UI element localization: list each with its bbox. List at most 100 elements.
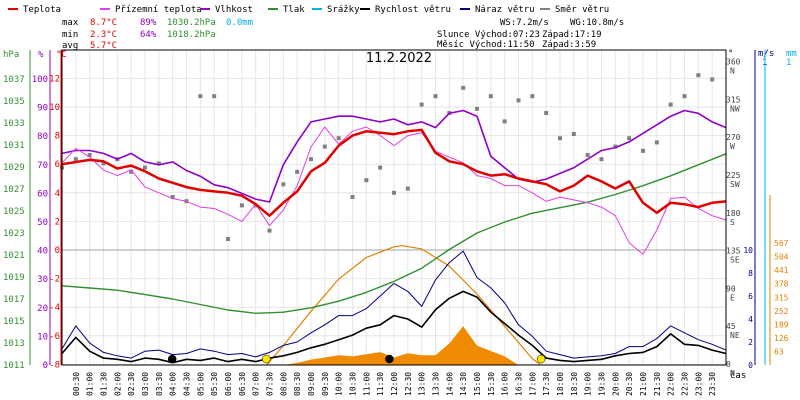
wind-tick-label: 0 bbox=[748, 361, 753, 370]
x-tick-label: 02:00 bbox=[113, 372, 122, 396]
wind-tick-label: 4 bbox=[748, 315, 753, 324]
x-tick-label: 07:30 bbox=[266, 372, 275, 396]
x-tick-label: 19:30 bbox=[598, 372, 607, 396]
wind-direction-point bbox=[516, 98, 521, 103]
x-tick-label: 15:30 bbox=[487, 372, 496, 396]
stats-avg-temp: 5.7°C bbox=[90, 41, 117, 51]
x-tick-label: 11:30 bbox=[376, 372, 385, 396]
x-tick-label: 21:00 bbox=[639, 372, 648, 396]
direction-tick-compass: SW bbox=[730, 180, 740, 189]
temperature-tick-label: 10 bbox=[49, 103, 60, 113]
x-tick-label: 16:30 bbox=[515, 372, 524, 396]
hpa-tick-label: 1021 bbox=[3, 251, 25, 261]
temperature-tick-label: 8 bbox=[55, 132, 60, 142]
series-humidity bbox=[61, 109, 727, 203]
direction-tick-degrees: 225 bbox=[726, 171, 741, 180]
solar-tick-label: 378 bbox=[774, 280, 789, 289]
x-tick-label: 15:00 bbox=[473, 372, 482, 396]
humidity-tick-label: 90 bbox=[37, 104, 48, 114]
x-tick-label: 20:00 bbox=[611, 372, 620, 396]
chart-title: 11.2.2022 bbox=[366, 51, 432, 66]
hpa-tick-label: 1015 bbox=[3, 317, 25, 327]
temperature-tick-label: 6 bbox=[55, 160, 60, 170]
legend-entry: Přízemní teplota bbox=[115, 5, 202, 15]
wind-direction-point bbox=[170, 195, 175, 199]
x-tick-label: 06:00 bbox=[224, 372, 233, 396]
wind-tick-label: 8 bbox=[748, 269, 753, 278]
x-tick-label: 19:00 bbox=[584, 372, 593, 396]
x-tick-label: 21:30 bbox=[653, 372, 662, 396]
x-tick-label: 12:30 bbox=[404, 372, 413, 396]
solar-tick-label: 189 bbox=[774, 320, 789, 329]
temperature-tick-label: 2 bbox=[55, 217, 60, 227]
x-tick-label: 05:30 bbox=[210, 372, 219, 396]
wind-direction-point bbox=[475, 106, 479, 111]
x-tick-label: 14:30 bbox=[459, 372, 468, 396]
sun-moon-marker bbox=[167, 354, 177, 364]
series-ground-temperature bbox=[61, 126, 727, 255]
x-tick-label: 22:30 bbox=[681, 372, 690, 396]
hpa-axis-unit: hPa bbox=[3, 50, 19, 60]
direction-tick-degrees: 0 bbox=[726, 360, 731, 369]
wind-direction-point bbox=[350, 195, 355, 199]
stats-wind-gust: WG:10.8m/s bbox=[570, 18, 624, 28]
plot-frame bbox=[61, 49, 727, 366]
temperature-tick-label: -8 bbox=[49, 360, 60, 370]
humidity-tick-label: 30 bbox=[37, 275, 48, 285]
direction-tick-compass: S bbox=[730, 218, 735, 227]
series-solar-radiation bbox=[283, 326, 519, 365]
x-tick-label: 12:00 bbox=[390, 372, 399, 396]
direction-tick-compass: W bbox=[730, 142, 735, 151]
stats-max-rain: 0.0mm bbox=[226, 18, 253, 28]
wind-direction-point bbox=[710, 77, 715, 82]
wind-direction-point bbox=[419, 102, 424, 107]
stats-avg-label: avg bbox=[62, 41, 78, 51]
temperature-tick-label: 0 bbox=[55, 246, 60, 256]
temperature-tick-label: -6 bbox=[49, 332, 60, 342]
legend-entry: Vlhkost bbox=[215, 5, 253, 15]
stats-sunset: Západ:17:19 bbox=[542, 30, 602, 40]
wind-axis-unit: m/s bbox=[758, 49, 774, 59]
x-tick-label: 18:30 bbox=[570, 372, 579, 396]
direction-tick-degrees: 90 bbox=[726, 284, 736, 293]
x-tick-label: 17:30 bbox=[542, 372, 551, 396]
x-tick-label: 02:30 bbox=[127, 372, 136, 396]
humidity-tick-label: 50 bbox=[37, 218, 48, 228]
sun-moon-marker bbox=[536, 354, 546, 364]
temperature-tick-label: -4 bbox=[49, 303, 60, 313]
wind-direction-point bbox=[212, 94, 217, 99]
wind-direction-point bbox=[641, 148, 645, 153]
temperature-tick-label: 12 bbox=[49, 74, 60, 84]
solar-tick-label: 252 bbox=[774, 307, 789, 316]
hpa-tick-label: 1017 bbox=[3, 295, 25, 305]
rain-axis-top-value: 1 bbox=[786, 58, 791, 68]
direction-tick-compass: N bbox=[730, 369, 735, 378]
solar-tick-label: 567 bbox=[774, 239, 789, 248]
x-axis-label: čas bbox=[730, 370, 746, 381]
series-pressure bbox=[61, 153, 727, 314]
x-tick-label: 04:30 bbox=[183, 372, 192, 396]
direction-tick-degrees: 270 bbox=[726, 133, 741, 142]
humidity-axis-unit: % bbox=[38, 50, 44, 60]
wind-tick-label: 2 bbox=[748, 338, 753, 347]
solar-layer bbox=[266, 245, 541, 366]
stats-max-humidity: 89% bbox=[140, 18, 157, 28]
wind-direction-point bbox=[433, 94, 438, 99]
wind-direction-point bbox=[461, 85, 466, 90]
wind-direction-layer bbox=[60, 73, 715, 241]
solar-tick-label: 441 bbox=[774, 266, 789, 275]
solar-tick-label: 504 bbox=[774, 253, 789, 262]
stats-min-pressure: 1018.2hPa bbox=[167, 30, 216, 40]
x-tick-label: 20:30 bbox=[625, 372, 634, 396]
rain-axis-unit: mm bbox=[786, 49, 797, 59]
direction-tick-compass: SE bbox=[730, 256, 740, 265]
stats-max-label: max bbox=[62, 18, 79, 28]
wind-direction-point bbox=[226, 237, 230, 241]
x-tick-label: 23:30 bbox=[708, 372, 717, 396]
legend-entry: Směr větru bbox=[555, 5, 609, 15]
stats-min-temp: 2.3°C bbox=[90, 30, 117, 40]
wind-direction-point bbox=[129, 169, 134, 174]
wind-direction-point bbox=[198, 94, 203, 99]
wind-direction-point bbox=[392, 190, 396, 195]
legend-entry: Rychlost větru bbox=[375, 5, 451, 15]
